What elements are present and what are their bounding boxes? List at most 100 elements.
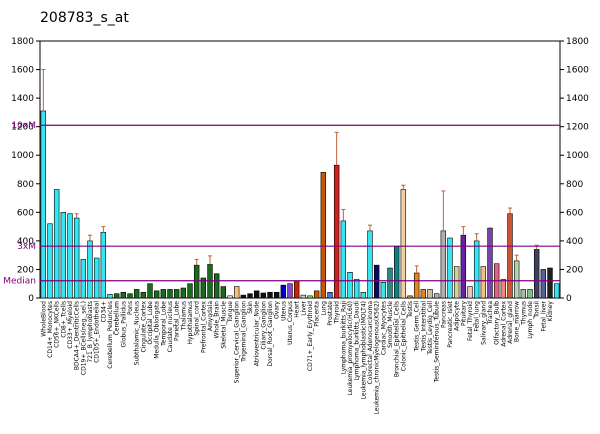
category-label: Adrenal_Cortex xyxy=(500,301,507,347)
category-label: CD33+_Myeloid xyxy=(67,301,74,349)
bar xyxy=(500,279,507,299)
y-tick-label-left: 1800 xyxy=(11,37,34,47)
bar xyxy=(313,290,320,299)
bar xyxy=(140,291,147,299)
category-label: Smooth_Muscle xyxy=(387,301,394,348)
chart-title: 208783_s_at xyxy=(40,10,129,26)
bar xyxy=(227,295,233,299)
bar xyxy=(220,286,227,299)
category-label: Testis_Seminiferous_Tubule xyxy=(434,301,441,384)
category-label: Liver xyxy=(300,300,307,315)
category-label: Adrenal_gland xyxy=(507,301,514,344)
category-label: Temporal_Lobe xyxy=(160,301,167,347)
reference-line-label: 10xM xyxy=(11,121,36,131)
category-label: Spinal_cord xyxy=(194,301,201,336)
bar xyxy=(393,246,400,299)
bar xyxy=(113,293,120,299)
category-label: Subthalamic_Nucleus xyxy=(134,301,141,365)
bar xyxy=(467,286,473,299)
category-label: Pancreatic_Islet xyxy=(447,300,454,347)
category-label: Parietal_Lobe xyxy=(174,301,181,341)
bar xyxy=(460,234,467,299)
category-label: Olfactory_Bulb xyxy=(494,301,501,345)
plot-area: 0 0 200 200 400 400 600 600 800 800 1000 1000 1200 12… xyxy=(3,37,589,414)
y-tick-label-left: 200 xyxy=(17,265,34,275)
category-label: Cerebellum_Peduncles xyxy=(107,301,114,369)
category-label: Lung xyxy=(320,301,327,316)
bar xyxy=(513,260,520,299)
bar xyxy=(80,259,87,299)
category-label: Globus_Pallidus xyxy=(120,301,127,348)
y-tick-label-right: 1400 xyxy=(566,94,589,104)
bar xyxy=(440,230,447,299)
bar xyxy=(507,213,513,299)
y-tick-label-left: 1200 xyxy=(11,123,34,133)
category-label: BDCA4+_DentriticCells xyxy=(74,301,81,370)
bar xyxy=(280,284,287,299)
y-tick-label-left: 1600 xyxy=(11,66,34,76)
y-tick-label-right: 600 xyxy=(566,208,583,218)
y-tick-label-right: 1800 xyxy=(566,37,589,47)
bar xyxy=(160,289,167,299)
bar xyxy=(127,293,133,299)
bar xyxy=(173,289,180,299)
category-label: Tonsil xyxy=(534,301,541,319)
category-label: Ciliary_Ganglion xyxy=(260,301,267,350)
bar xyxy=(333,164,340,299)
bar xyxy=(540,269,547,299)
bar xyxy=(273,291,280,299)
category-label: Cerebellum xyxy=(114,301,121,336)
category-label: Kidney xyxy=(547,301,554,322)
category-label: CD8+_Tcells xyxy=(60,301,67,338)
bar xyxy=(447,237,453,299)
category-label: Bone_marrow xyxy=(514,301,521,342)
bar xyxy=(520,289,527,299)
category-label: Dorsal_Root_Ganglion xyxy=(267,301,274,367)
y-tick-label-right: 1200 xyxy=(566,123,589,133)
category-label: Salivary_gland xyxy=(480,301,487,345)
category-label: Colorectal_Adenocarcinoma xyxy=(367,301,374,385)
category-label: Leukemia_promyelocytic(HL60) xyxy=(347,301,354,395)
bar xyxy=(327,291,333,299)
category-label: Superior_Cervical_Ganglion xyxy=(234,301,241,384)
bar xyxy=(153,290,160,299)
bar xyxy=(180,287,187,299)
bar xyxy=(53,189,60,299)
bar xyxy=(193,264,200,299)
category-label: Lymph_node xyxy=(527,301,534,339)
category-label: CD105+_Endothelial xyxy=(94,301,101,363)
y-tick-label-right: 200 xyxy=(566,265,583,275)
category-label: Testis_Interstitial xyxy=(420,301,427,353)
category-label: CD71+_Early_Erythroid xyxy=(307,301,314,371)
bar xyxy=(420,289,427,299)
category-label: Lymphoma_burkitts_Daudi xyxy=(354,301,361,381)
category-label: CD56+_NKCells xyxy=(54,301,61,348)
bar xyxy=(547,267,553,299)
bar xyxy=(380,281,387,299)
bar xyxy=(167,289,173,299)
bar xyxy=(340,220,347,299)
bar xyxy=(347,271,353,299)
bar xyxy=(213,273,220,299)
bar xyxy=(73,217,80,299)
category-label: Thalamus xyxy=(180,301,187,331)
bar xyxy=(120,291,127,299)
category-label: Testis_Leydig_Cell xyxy=(427,301,434,356)
bar xyxy=(413,272,420,299)
bar xyxy=(60,212,67,299)
category-label: Skin xyxy=(247,301,254,314)
y-tick-label-left: 1000 xyxy=(11,151,34,161)
category-label: Prefrontal_Cortex xyxy=(200,301,207,353)
bar xyxy=(47,223,53,299)
y-tick-label-right: 1600 xyxy=(566,66,589,76)
category-label: Leukemia_lymphoblastic(MOLT4) xyxy=(360,301,367,399)
bar xyxy=(373,264,380,299)
bar xyxy=(87,240,93,299)
bar xyxy=(480,266,487,299)
y-tick-label-left: 1400 xyxy=(11,94,34,104)
bar xyxy=(147,283,153,299)
category-label: Lymphoma_burkitts_Raji xyxy=(340,301,347,374)
category-label: Trachea xyxy=(487,301,494,326)
